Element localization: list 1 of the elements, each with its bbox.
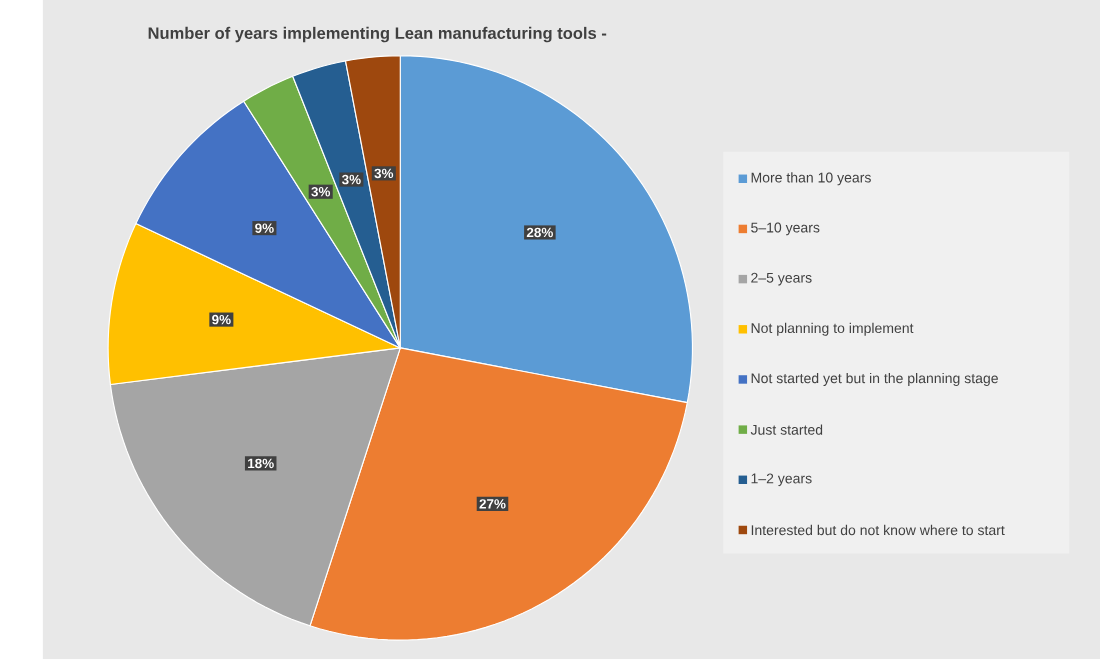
chart-title: Number of years implementing Lean manufacturing tools - (148, 27, 607, 43)
